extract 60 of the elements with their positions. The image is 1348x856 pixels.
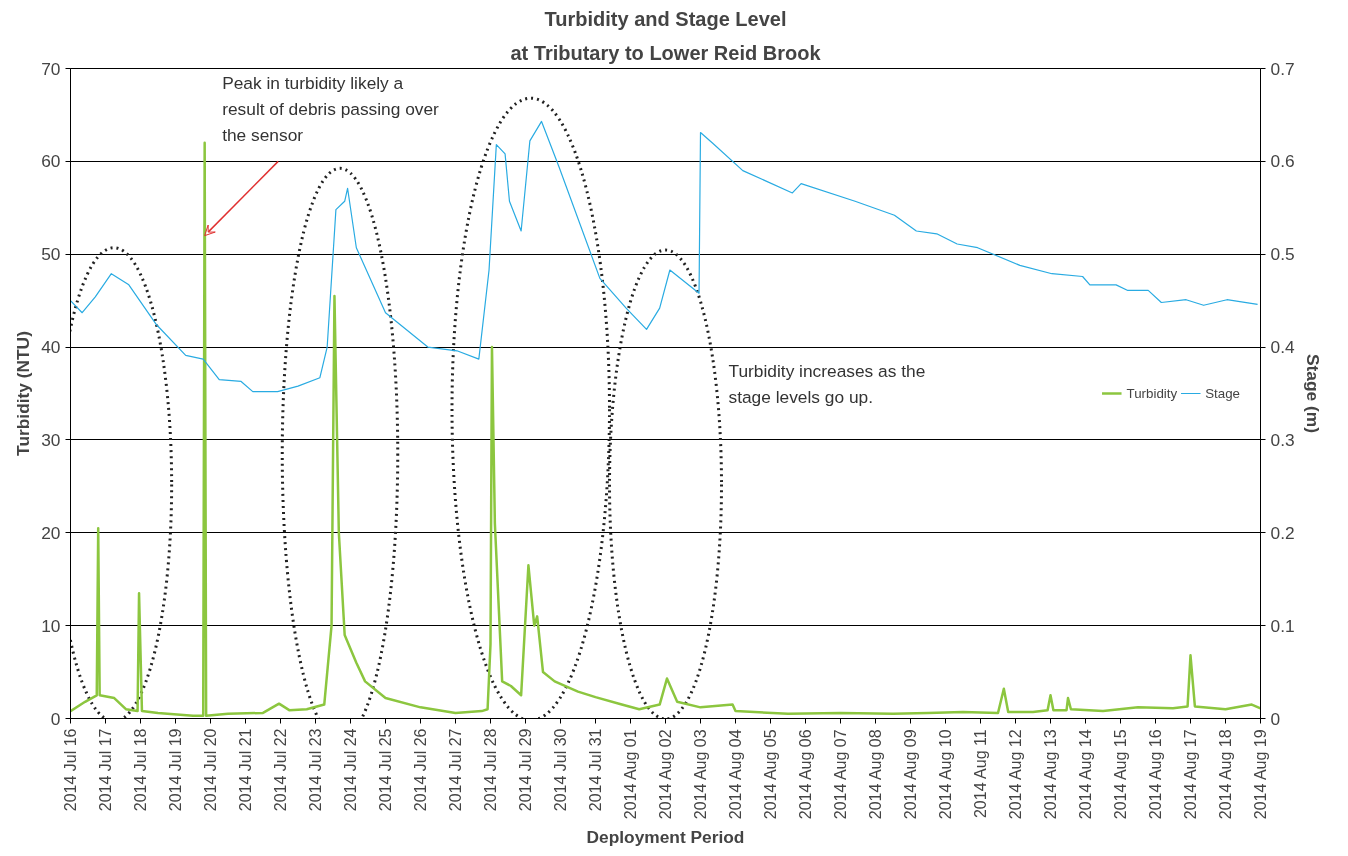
y-tick-label: 50 [41, 244, 61, 265]
x-tick-label: 2014 Aug 04 [727, 729, 744, 820]
x-tick-label: 2014 Aug 08 [867, 729, 884, 820]
x-tick-label: 2014 Jul 18 [132, 728, 149, 812]
y-tick-label: 30 [41, 429, 61, 450]
x-tick-label: 2014 Jul 26 [412, 728, 429, 812]
x-tick-label: 2014 Aug 09 [902, 729, 919, 820]
y-tick-label: 20 [41, 522, 61, 543]
x-tick-label: 2014 Aug 18 [1217, 729, 1234, 820]
x-tick-label: 2014 Aug 14 [1077, 729, 1094, 820]
x-tick-label: 2014 Aug 19 [1252, 729, 1269, 820]
x-tick-label: 2014 Aug 06 [797, 729, 814, 820]
chart-title: Turbidity and Stage Level [544, 7, 787, 30]
y2-tick-label: 0.7 [1270, 58, 1295, 79]
y-axis-title: Turbidity (NTU) [13, 331, 34, 456]
x-tick-label: 2014 Aug 05 [762, 729, 779, 820]
x-tick-label: 2014 Aug 01 [622, 729, 639, 820]
y2-axis-title: Stage (m) [1302, 354, 1323, 433]
legend-label: Stage [1205, 385, 1240, 401]
y2-tick-label: 0.4 [1270, 337, 1295, 358]
x-tick-label: 2014 Aug 16 [1147, 729, 1164, 820]
x-tick-label: 2014 Jul 27 [447, 728, 464, 812]
annotation: Turbidity increases as the stage levels go up. [728, 361, 926, 407]
x-tick-label: 2014 Aug 17 [1182, 729, 1199, 820]
x-tick-label: 2014 Jul 29 [517, 728, 534, 812]
x-tick-label: 2014 Jul 30 [552, 728, 569, 812]
y2-tick-label: 0.3 [1270, 429, 1295, 450]
x-tick-label: 2014 Jul 21 [237, 728, 254, 812]
y-tick-label: 10 [41, 615, 61, 636]
y2-tick-label: 0.5 [1270, 244, 1295, 265]
x-tick-label: 2014 Aug 13 [1042, 729, 1059, 820]
y-tick-label: 70 [41, 58, 61, 79]
x-tick-label: 2014 Jul 19 [167, 728, 184, 812]
x-tick-label: 2014 Aug 10 [937, 729, 954, 820]
x-tick-label: 2014 Jul 24 [342, 728, 359, 812]
x-tick-label: 2014 Jul 17 [97, 728, 114, 812]
y-tick-label: 60 [41, 151, 61, 172]
x-tick-label: 2014 Jul 23 [307, 728, 324, 812]
y2-tick-label: 0 [1270, 708, 1281, 729]
x-tick-label: 2014 Aug 12 [1007, 729, 1024, 820]
x-tick-label: 2014 Aug 11 [972, 729, 989, 819]
x-tick-label: 2014 Aug 02 [657, 729, 674, 820]
x-tick-label: 2014 Jul 16 [62, 728, 79, 812]
y2-tick-label: 0.1 [1270, 615, 1295, 636]
y-tick-label: 40 [41, 337, 61, 358]
x-tick-label: 2014 Jul 25 [377, 728, 394, 812]
x-axis-title: Deployment Period [586, 827, 745, 848]
annotation: Peak in turbidity likely a result of debris passing over the sensor [222, 73, 440, 146]
x-tick-label: 2014 Aug 07 [832, 729, 849, 820]
x-tick-label: 2014 Aug 15 [1112, 729, 1129, 820]
x-tick-label: 2014 Jul 22 [272, 728, 289, 812]
x-tick-label: 2014 Jul 20 [202, 728, 219, 812]
y-tick-label: 0 [50, 708, 61, 729]
y2-tick-label: 0.2 [1270, 522, 1295, 543]
x-tick-label: 2014 Jul 28 [482, 728, 499, 812]
y2-tick-label: 0.6 [1270, 151, 1295, 172]
x-tick-label: 2014 Jul 31 [587, 728, 604, 812]
x-tick-label: 2014 Aug 03 [692, 729, 709, 820]
chart-subtitle: at Tributary to Lower Reid Brook [510, 41, 822, 64]
legend-label: Turbidity [1126, 385, 1178, 401]
